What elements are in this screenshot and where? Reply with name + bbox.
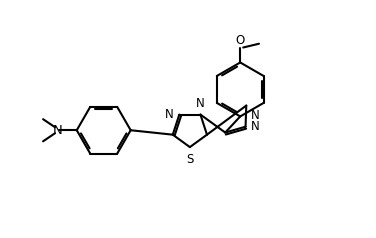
Text: N: N	[196, 97, 205, 110]
Text: N: N	[251, 120, 259, 133]
Text: N: N	[251, 109, 259, 122]
Text: O: O	[236, 34, 245, 47]
Text: N: N	[165, 108, 174, 121]
Text: S: S	[186, 153, 194, 166]
Text: N: N	[52, 124, 62, 137]
